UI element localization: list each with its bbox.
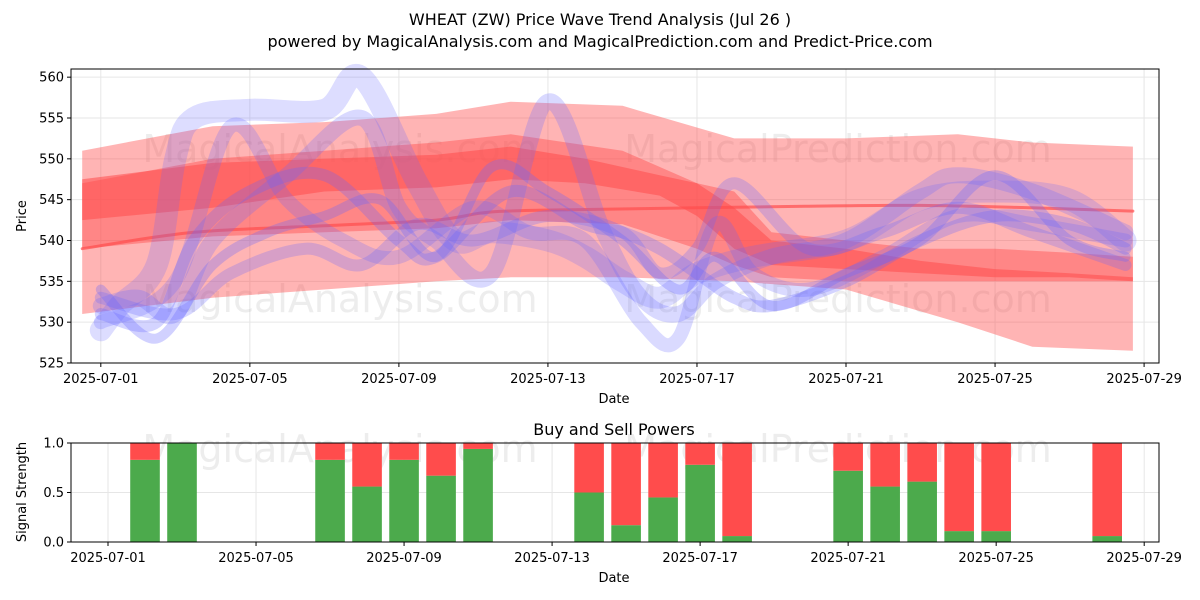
price-wave-1 [89, 63, 1137, 342]
signal-ytick-label-0: 0.0 [43, 536, 64, 551]
buy-bar-12 [833, 470, 863, 542]
sell-bar-6 [463, 443, 493, 449]
signal-x-ticks: 2025-07-01 2025-07-05 2025-07-09 2025-07-13… [70, 542, 1182, 566]
buy-bar-13 [870, 486, 900, 542]
signal-title: Buy and Sell Powers [533, 420, 695, 439]
buy-bar-14 [907, 481, 937, 542]
signal-xtick-label-2: 2025-07-09 [366, 551, 442, 566]
price-ytick-label-7: 560 [39, 71, 64, 86]
sell-bar-11 [722, 443, 752, 537]
price-xtick-label-1: 2025-07-05 [212, 372, 288, 387]
sell-bar-9 [648, 443, 678, 498]
buy-bar-8 [611, 525, 641, 542]
price-watermarks: MagicalAnalysis.com MagicalPrediction.co… [142, 127, 1051, 321]
sell-bar-13 [870, 443, 900, 487]
signal-y-ticks: 0.0 0.5 1.0 [43, 437, 71, 551]
price-ytick-label-2: 535 [39, 275, 64, 290]
sell-bar-14 [907, 443, 937, 482]
buy-bar-1 [167, 443, 197, 542]
sell-bar-5 [426, 443, 456, 476]
price-gridlines [71, 69, 1159, 364]
watermark-analysis-bottom: MagicalAnalysis.com [142, 277, 537, 321]
price-ytick-label-6: 555 [39, 112, 64, 127]
price-wave-2 [92, 93, 1134, 325]
price-wave-4 [93, 117, 1133, 353]
price-xtick-label-7: 2025-07-29 [1106, 372, 1182, 387]
price-plot-frame [70, 68, 1160, 364]
sell-bar-0 [130, 443, 160, 460]
sell-bar-4 [389, 443, 419, 460]
buy-bar-4 [389, 459, 419, 542]
price-ytick-label-5: 550 [39, 152, 64, 167]
price-xtick-label-2: 2025-07-09 [361, 372, 437, 387]
signal-xtick-label-6: 2025-07-25 [958, 551, 1034, 566]
price-ytick-label-3: 540 [39, 234, 64, 249]
price-y-axis-label: Price [15, 200, 30, 232]
signal-xtick-label-5: 2025-07-21 [810, 551, 886, 566]
signal-xtick-label-3: 2025-07-13 [514, 551, 590, 566]
signal-x-axis-label: Date [598, 571, 629, 586]
signal-ytick-label-2: 1.0 [43, 437, 64, 452]
buy-bar-6 [463, 448, 493, 542]
buy-bar-11 [722, 536, 752, 542]
buy-bar-10 [685, 464, 715, 542]
buy-bar-16 [981, 531, 1011, 542]
sell-bar-17 [1092, 443, 1122, 537]
buy-bar-0 [130, 459, 160, 542]
buy-bar-2 [315, 459, 345, 542]
buy-bar-7 [574, 492, 604, 542]
sell-bar-12 [833, 443, 863, 471]
sell-bar-10 [685, 443, 715, 465]
signal-xtick-label-4: 2025-07-17 [662, 551, 738, 566]
buy-bar-9 [648, 497, 678, 542]
price-xtick-label-5: 2025-07-21 [808, 372, 884, 387]
sell-bar-3 [352, 443, 382, 487]
watermark-prediction-bottom: MagicalPrediction.com [624, 277, 1052, 321]
price-wave-5 [95, 159, 1131, 344]
signal-xtick-label-0: 2025-07-01 [70, 551, 146, 566]
price-xtick-label-6: 2025-07-25 [957, 372, 1033, 387]
price-plot: MagicalAnalysis.com MagicalPrediction.co… [15, 63, 1182, 407]
price-xtick-label-0: 2025-07-01 [63, 372, 139, 387]
price-xtick-label-3: 2025-07-13 [510, 372, 586, 387]
price-xtick-label-4: 2025-07-17 [659, 372, 735, 387]
signal-xtick-label-7: 2025-07-29 [1106, 551, 1182, 566]
price-y-ticks: 525 530 535 540 545 550 555 560 [39, 71, 71, 372]
price-wave-6 [94, 177, 1132, 321]
price-ytick-label-0: 525 [39, 357, 64, 372]
sell-bar-16 [981, 443, 1011, 532]
buy-bar-5 [426, 475, 456, 542]
buy-bar-3 [352, 486, 382, 542]
signal-bars [130, 443, 1122, 542]
chart-title: WHEAT (ZW) Price Wave Trend Analysis (Ju… [409, 10, 791, 29]
buy-bar-15 [944, 531, 974, 542]
price-x-ticks: 2025-07-01 2025-07-05 2025-07-09 2025-07-13… [63, 363, 1182, 387]
price-trend-line [80, 203, 1135, 251]
price-x-axis-label: Date [598, 392, 629, 407]
signal-xtick-label-1: 2025-07-05 [218, 551, 294, 566]
signal-y-axis-label: Signal Strength [15, 442, 30, 542]
watermark-prediction-top: MagicalPrediction.com [624, 127, 1052, 171]
price-wave-3 [94, 166, 1132, 333]
sell-bar-7 [574, 443, 604, 493]
sell-bar-2 [315, 443, 345, 460]
price-ytick-label-1: 530 [39, 316, 64, 331]
price-band-inner [82, 146, 1133, 282]
chart-subtitle: powered by MagicalAnalysis.com and Magic… [267, 32, 932, 51]
price-wave-lines [80, 63, 1137, 353]
price-ytick-label-4: 545 [39, 193, 64, 208]
sell-bar-8 [611, 443, 641, 526]
buy-bar-17 [1092, 536, 1122, 542]
signal-plot: Buy and Sell Powers MagicalAnalysis.com … [15, 420, 1182, 586]
signal-ytick-label-1: 0.5 [43, 486, 64, 501]
sell-bar-15 [944, 443, 974, 532]
